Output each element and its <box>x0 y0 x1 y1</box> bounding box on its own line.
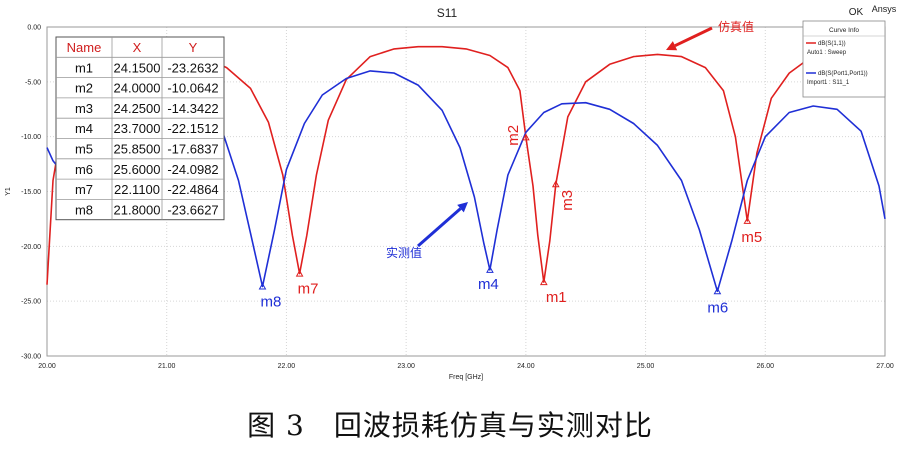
marker-table-cell: -23.2632 <box>167 60 218 75</box>
marker-m1-label: m1 <box>546 289 567 306</box>
y-tick-label: -5.00 <box>25 79 41 86</box>
ansys-brand-label: Ansys <box>872 4 897 14</box>
chart-title: S11 <box>437 6 458 20</box>
marker-m7-label: m7 <box>298 281 319 298</box>
marker-table-cell: 24.2500 <box>114 101 161 116</box>
y-tick-label: -25.00 <box>21 299 41 306</box>
marker-table-cell: -17.6837 <box>167 142 218 157</box>
marker-m8-symbol <box>258 282 267 290</box>
marker-m4-symbol <box>486 265 494 273</box>
marker-table-cell: m1 <box>75 60 93 75</box>
marker-table-cell: -23.6627 <box>167 202 218 217</box>
annotation-arrow-2 <box>417 207 462 248</box>
marker-m3-label: m3 <box>559 190 576 211</box>
annotation-text-1: 仿真值 <box>718 19 754 34</box>
series-line-2 <box>46 70 886 293</box>
marker-m5-label: m5 <box>741 229 762 246</box>
y-tick-label: -30.00 <box>21 354 41 361</box>
legend-box <box>802 20 886 98</box>
x-tick-label: 20.00 <box>38 363 56 370</box>
marker-table-cell: m3 <box>75 101 93 116</box>
marker-m6-label: m6 <box>707 299 728 316</box>
x-tick-label: 24.00 <box>517 363 535 370</box>
marker-table-cell: m6 <box>75 162 93 177</box>
legend-entry-1-source: Auto1 : Sweep <box>807 50 847 56</box>
markers: m1 m2 m3 m4 m5 m6 m7 m8 <box>258 125 762 316</box>
marker-m4-label: m4 <box>478 276 499 293</box>
marker-table-cell: 25.6000 <box>114 162 161 177</box>
marker-m2-symbol <box>522 133 530 141</box>
axis-ticks: 20.00 21.00 22.00 23.00 24.00 25.00 26.00 27.00… <box>21 25 894 371</box>
marker-table-cell: m8 <box>75 202 93 217</box>
marker-table-cell: -24.0982 <box>167 162 218 177</box>
legend-entry-1-name: dB(S(1,1)) <box>818 41 846 47</box>
y-tick-label: -15.00 <box>21 189 41 196</box>
marker-table-cell: 24.1500 <box>114 60 161 75</box>
marker-table-header: Name <box>67 40 102 55</box>
legend-entry-2-name: dB(S(Port1,Port1)) <box>818 71 868 77</box>
marker-table-cell: 24.0000 <box>114 81 161 96</box>
marker-table-cell: 25.8500 <box>114 142 161 157</box>
marker-table-cell: m2 <box>75 81 93 96</box>
figure-caption: 图 3 回波损耗仿真与实测对比 <box>247 409 653 442</box>
y-tick-label: 0.00 <box>27 25 41 32</box>
s11-chart: S11 OK Ansys 20.00 21.00 22.00 23.00 24.00 25… <box>5 4 897 381</box>
x-tick-label: 23.00 <box>397 363 415 370</box>
ok-label: OK <box>849 7 864 18</box>
marker-table-frame <box>55 36 225 221</box>
marker-table-cell: -22.1512 <box>167 121 218 136</box>
x-tick-label: 26.00 <box>757 363 775 370</box>
marker-table-cell: 22.1100 <box>114 182 160 197</box>
plot-frame <box>46 26 886 357</box>
x-axis-label: Freq [GHz] <box>449 374 483 381</box>
annotation-text-2: 实测值 <box>386 245 422 260</box>
annotation-arrowhead-1 <box>666 41 678 51</box>
legend-entry-2-source: Import1 : S11_1 <box>807 80 850 86</box>
marker-m7-symbol <box>295 269 304 277</box>
marker-m1-symbol <box>539 278 548 286</box>
annotation-arrow-1 <box>674 26 713 48</box>
marker-table-header: X <box>133 40 142 55</box>
marker-m2-label: m2 <box>505 125 522 146</box>
marker-m8-label: m8 <box>260 294 281 311</box>
x-tick-label: 27.00 <box>876 363 894 370</box>
marker-table: Name X Ym1 24.1500 -23.2632 m2 24.0000 -10.0642… <box>55 36 225 221</box>
x-tick-label: 25.00 <box>637 363 655 370</box>
marker-m3-symbol <box>551 180 560 188</box>
x-tick-label: 22.00 <box>278 363 296 370</box>
y-axis-label: Y1 <box>5 187 12 196</box>
marker-m6-symbol <box>713 287 722 295</box>
marker-table-header: Y <box>189 40 198 55</box>
marker-table-cell: m7 <box>75 182 93 197</box>
marker-m5-symbol <box>743 216 752 224</box>
marker-table-cell: -14.3422 <box>167 101 218 116</box>
legend-title: Curve Info <box>829 27 859 34</box>
marker-table-cell: -10.0642 <box>167 81 218 96</box>
annotation-arrowhead-2 <box>457 202 468 213</box>
marker-table-cell: m4 <box>75 121 93 136</box>
y-tick-label: -20.00 <box>21 244 41 251</box>
marker-table-cell: -22.4864 <box>167 182 218 197</box>
legend: Curve Info dB(S(1,1)) Auto1 : Sweep dB(S(Po… <box>802 20 886 98</box>
marker-table-cell: m5 <box>75 142 93 157</box>
x-tick-label: 21.00 <box>158 363 176 370</box>
marker-table-cell: 23.7000 <box>114 121 161 136</box>
marker-table-cell: 21.8000 <box>114 202 161 217</box>
y-tick-label: -10.00 <box>21 134 41 141</box>
